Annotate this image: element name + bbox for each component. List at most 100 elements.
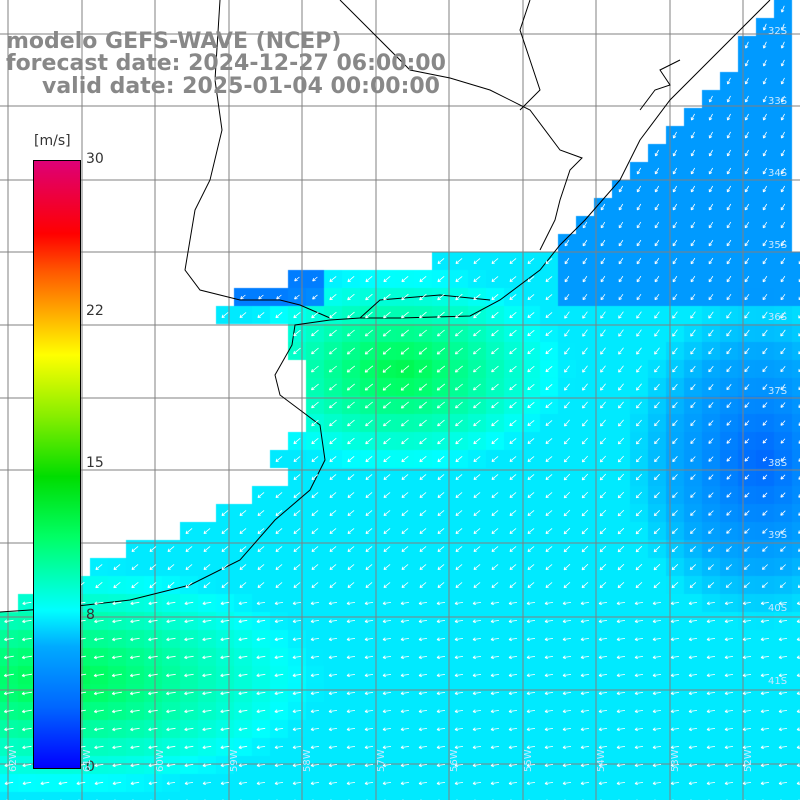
wind-arrow — [742, 655, 752, 660]
wind-arrow — [725, 564, 732, 570]
wind-arrow — [473, 365, 481, 373]
wind-arrow — [437, 419, 445, 427]
wind-arrow — [653, 545, 661, 553]
wind-arrow — [508, 601, 518, 606]
wind-arrow — [203, 582, 211, 588]
wind-arrow — [545, 294, 553, 300]
wind-arrow — [726, 293, 732, 301]
lat-label: 38S — [768, 458, 788, 469]
wind-arrow — [383, 528, 391, 534]
wind-arrow — [293, 347, 301, 355]
wind-arrow — [545, 456, 553, 462]
wind-arrow — [257, 492, 265, 498]
wind-arrow — [437, 528, 445, 534]
wind-arrow — [418, 619, 428, 624]
wind-arrow — [239, 582, 247, 588]
wind-arrow — [401, 419, 409, 427]
wind-arrow — [400, 365, 410, 373]
wind-arrow — [616, 709, 626, 714]
wind-arrow — [111, 709, 122, 714]
wind-arrow — [760, 691, 770, 696]
wind-arrow — [221, 510, 229, 516]
wind-arrow — [490, 745, 500, 750]
wind-arrow — [419, 275, 427, 283]
wind-arrow — [220, 727, 230, 732]
wind-arrow — [580, 601, 590, 606]
wind-arrow — [780, 131, 785, 139]
wind-arrow — [545, 474, 553, 480]
wind-arrow — [166, 727, 176, 732]
wind-arrow — [419, 492, 427, 498]
wind-arrow — [670, 781, 680, 786]
wind-arrow — [473, 456, 481, 462]
wind-arrow — [346, 655, 356, 660]
wind-arrow — [724, 637, 734, 642]
wind-arrow — [744, 492, 750, 498]
wind-arrow — [365, 528, 373, 534]
wind-arrow — [581, 563, 589, 571]
wind-arrow — [564, 419, 570, 427]
wind-arrow — [688, 727, 698, 732]
wind-arrow — [454, 763, 464, 768]
wind-arrow — [600, 257, 606, 265]
wind-arrow — [94, 745, 104, 750]
wind-arrow — [672, 347, 678, 355]
wind-arrow — [220, 601, 230, 606]
wind-arrow — [436, 655, 446, 660]
wind-arrow — [509, 258, 517, 264]
wind-arrow — [564, 383, 570, 391]
wind-arrow — [347, 510, 355, 516]
wind-arrow — [509, 492, 517, 498]
wind-arrow — [473, 528, 481, 534]
wind-arrow — [274, 745, 284, 750]
wind-arrow — [780, 41, 785, 49]
wind-arrow — [726, 420, 732, 426]
wind-arrow — [184, 655, 194, 660]
wind-arrow — [292, 619, 302, 624]
wind-arrow — [744, 402, 750, 408]
wind-arrow — [744, 365, 750, 373]
wind-arrow — [490, 655, 500, 660]
wind-arrow — [563, 437, 570, 445]
wind-arrow — [311, 474, 319, 480]
wind-arrow — [292, 655, 302, 660]
wind-arrow — [744, 77, 749, 85]
wind-arrow — [599, 582, 607, 589]
wind-arrow — [437, 546, 445, 552]
wind-arrow — [636, 221, 642, 229]
wind-arrow — [744, 203, 750, 211]
wind-arrow — [708, 293, 714, 301]
wind-arrow — [726, 275, 732, 283]
wind-arrow — [582, 365, 588, 373]
wind-arrow — [472, 601, 482, 606]
wind-arrow — [202, 745, 212, 750]
wind-arrow — [798, 333, 800, 337]
wind-arrow — [672, 149, 677, 157]
wind-arrow — [328, 655, 338, 660]
wind-arrow — [600, 239, 606, 247]
wind-arrow — [706, 655, 716, 660]
wind-arrow — [527, 294, 535, 300]
wind-arrow — [744, 149, 749, 157]
wind-arrow — [672, 492, 678, 498]
wind-arrow — [726, 384, 732, 391]
wind-arrow — [616, 781, 626, 786]
wind-arrow — [310, 673, 320, 678]
wind-arrow — [93, 673, 105, 678]
wind-arrow — [690, 347, 696, 355]
wind-arrow — [580, 781, 590, 786]
wind-arrow — [184, 637, 194, 642]
wind-arrow — [688, 655, 698, 660]
wind-arrow — [742, 619, 752, 624]
wind-arrow — [780, 77, 785, 85]
wind-arrow — [743, 582, 751, 588]
wind-arrow — [238, 655, 248, 660]
wind-arrow — [670, 673, 680, 678]
wind-arrow — [491, 329, 499, 337]
wind-arrow — [311, 492, 319, 498]
wind-arrow — [780, 293, 786, 301]
wind-arrow — [563, 509, 571, 517]
wind-arrow — [780, 311, 786, 319]
wind-arrow — [527, 582, 535, 588]
wind-arrow — [562, 745, 572, 750]
